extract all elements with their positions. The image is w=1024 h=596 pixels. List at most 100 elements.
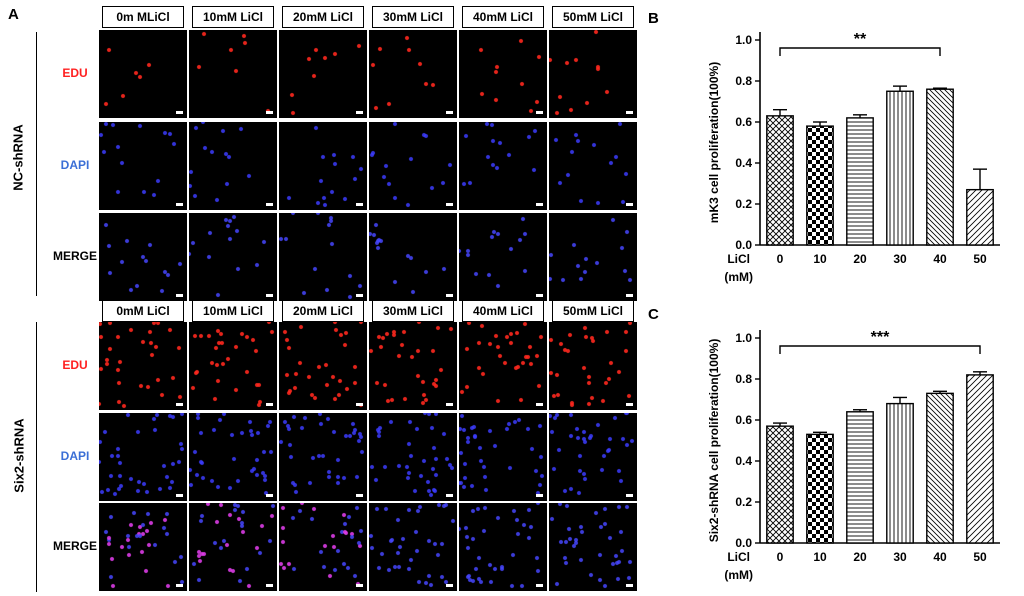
x-tick-label: 40 xyxy=(933,550,947,564)
x-tick-label: 20 xyxy=(853,550,867,564)
microscopy-tile xyxy=(279,213,367,301)
nc-row-label-edu: EDU xyxy=(62,66,88,80)
microscopy-tile xyxy=(99,322,187,410)
bar xyxy=(926,392,954,544)
x-axis-unit: (mM) xyxy=(724,270,753,284)
scale-bar xyxy=(446,111,453,114)
six2-column-header: 40mM LiCl xyxy=(462,300,544,322)
scale-bar xyxy=(536,203,543,206)
scale-bar xyxy=(356,584,363,587)
y-tick-label: 0.4 xyxy=(735,156,752,170)
panel-a-label: A xyxy=(8,6,19,23)
scale-bar xyxy=(176,203,183,206)
microscopy-tile xyxy=(189,322,277,410)
scale-bar xyxy=(356,111,363,114)
microscopy-tile xyxy=(459,122,547,210)
microscopy-tile xyxy=(459,30,547,118)
chart-b-mk3-proliferation: 0.0 0.2 0.4 0.6 0.8 1.0 mK3 cell proliferation… xyxy=(707,31,1000,284)
microscopy-tile xyxy=(189,413,277,501)
microscopy-tile xyxy=(189,122,277,210)
scale-bar xyxy=(356,403,363,406)
scale-bar xyxy=(446,584,453,587)
bar xyxy=(846,117,874,246)
x-axis-title: LiCl xyxy=(727,252,750,266)
x-tick-label: 30 xyxy=(893,252,907,266)
scale-bar xyxy=(176,294,183,297)
scale-bar xyxy=(626,584,633,587)
nc-column-header: 30mM LiCl xyxy=(372,6,454,28)
microscopy-tile xyxy=(279,413,367,501)
microscopy-tile xyxy=(549,503,637,591)
bar xyxy=(806,433,834,544)
scale-bar xyxy=(266,403,273,406)
y-axis-title: Six2-shRNA cell proliferation(100%) xyxy=(707,339,721,543)
microscopy-tile xyxy=(549,413,637,501)
scale-bar xyxy=(626,403,633,406)
scale-bar xyxy=(356,294,363,297)
significance-bracket xyxy=(779,47,941,56)
panel-c-label: C xyxy=(648,306,659,323)
bar xyxy=(846,411,874,544)
x-tick-label: 50 xyxy=(973,550,987,564)
microscopy-tile xyxy=(189,213,277,301)
scale-bar xyxy=(536,403,543,406)
scale-bar xyxy=(626,203,633,206)
microscopy-tile xyxy=(279,322,367,410)
bar xyxy=(966,188,994,246)
scale-bar xyxy=(626,111,633,114)
six2-row-label-merge: MERGE xyxy=(52,539,97,553)
bar xyxy=(926,88,954,246)
microscopy-tile xyxy=(369,30,457,118)
bar xyxy=(966,374,994,544)
y-tick-label: 0.8 xyxy=(735,372,752,386)
six2-column-header: 50mM LiCl xyxy=(552,300,634,322)
microscopy-tile xyxy=(369,503,457,591)
scale-bar xyxy=(446,494,453,497)
microscopy-tile xyxy=(279,122,367,210)
y-tick-label: 1.0 xyxy=(735,33,752,47)
scale-bar xyxy=(356,203,363,206)
scale-bar xyxy=(446,403,453,406)
y-tick-label: 0.0 xyxy=(735,536,752,550)
six2-row-label-dapi: DAPI xyxy=(60,449,90,463)
scale-bar xyxy=(266,294,273,297)
scale-bar xyxy=(536,494,543,497)
microscopy-tile xyxy=(549,213,637,301)
scale-bar xyxy=(356,494,363,497)
scale-bar xyxy=(176,494,183,497)
y-axis-title: mK3 cell proliferation(100%) xyxy=(707,62,721,223)
six2-column-header: 20mM LiCl xyxy=(282,300,364,322)
chart-c-six2-shrna-proliferation: 0.0 0.2 0.4 0.6 0.8 1.0 Six2-shRNA cell prolif… xyxy=(707,329,1000,582)
six2-column-header: 0mM LiCl xyxy=(102,300,184,322)
scale-bar xyxy=(266,203,273,206)
nc-column-header: 50mM LiCl xyxy=(552,6,634,28)
nc-shrna-group-label: NC-shRNA xyxy=(10,124,26,191)
bar xyxy=(766,115,794,246)
bar xyxy=(886,90,914,246)
scale-bar xyxy=(266,494,273,497)
x-tick-label: 30 xyxy=(893,550,907,564)
microscopy-tile xyxy=(459,322,547,410)
scale-bar xyxy=(266,584,273,587)
y-tick-label: 0.2 xyxy=(735,495,752,509)
microscopy-tile xyxy=(369,413,457,501)
microscopy-tile xyxy=(549,322,637,410)
microscopy-tile xyxy=(549,30,637,118)
microscopy-tile xyxy=(99,413,187,501)
scale-bar xyxy=(176,403,183,406)
scale-bar xyxy=(536,584,543,587)
microscopy-tile xyxy=(99,503,187,591)
scale-bar xyxy=(626,494,633,497)
nc-column-header: 40mM LiCl xyxy=(462,6,544,28)
x-axis-unit: (mM) xyxy=(724,568,753,582)
x-tick-label: 20 xyxy=(853,252,867,266)
y-tick-label: 0.8 xyxy=(735,74,752,88)
significance-label: *** xyxy=(871,329,890,346)
x-tick-label: 50 xyxy=(973,252,987,266)
bar xyxy=(766,425,794,544)
microscopy-tile xyxy=(369,122,457,210)
six2-column-header: 10mM LiCl xyxy=(192,300,274,322)
microscopy-tile xyxy=(189,503,277,591)
microscopy-tile xyxy=(99,30,187,118)
six2-row-label-edu: EDU xyxy=(62,358,88,372)
